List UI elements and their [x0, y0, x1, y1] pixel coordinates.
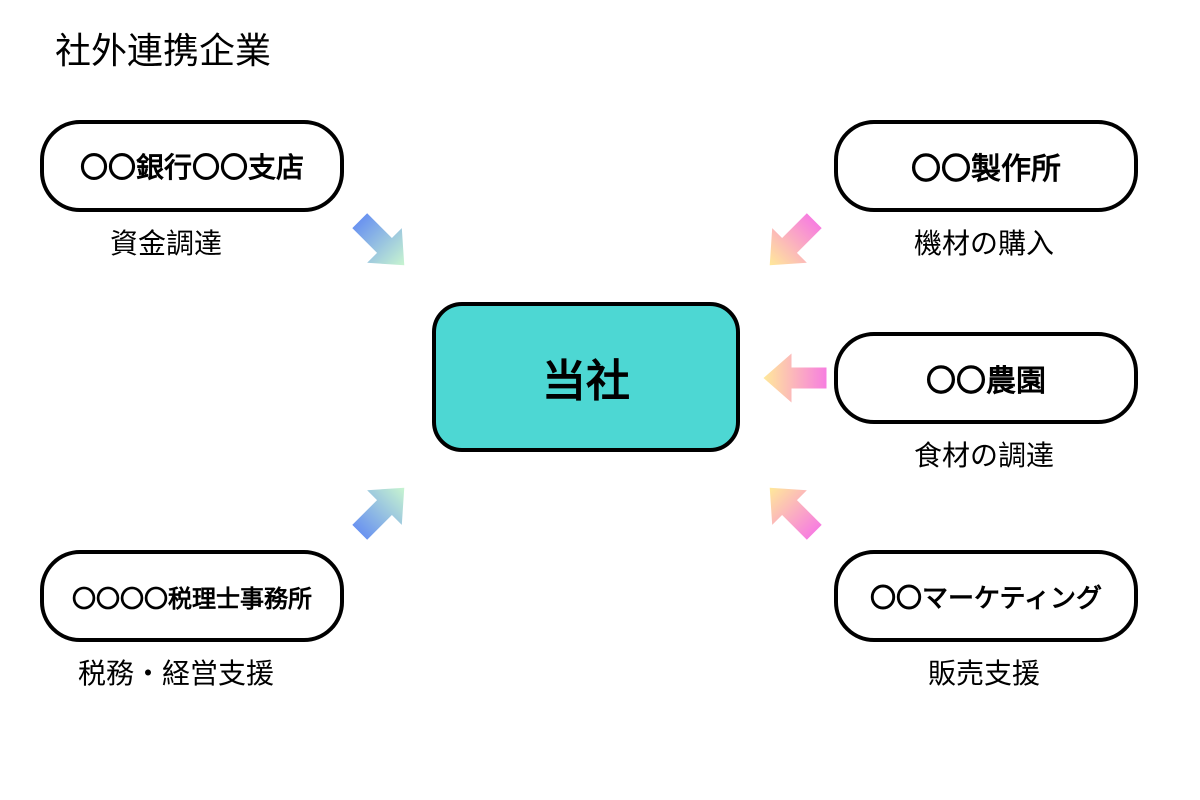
arrow-tax — [333, 461, 432, 560]
partner-farm-label: 〇〇農園 — [926, 356, 1046, 400]
partner-tax-caption: 税務・経営支援 — [78, 652, 274, 692]
partner-factory: 〇〇製作所 — [834, 120, 1138, 212]
diagram-title: 社外連携企業 — [55, 22, 271, 74]
partner-marketing-label: 〇〇マーケティング — [870, 578, 1102, 615]
partner-farm: 〇〇農園 — [834, 332, 1138, 424]
partner-factory-label: 〇〇製作所 — [911, 144, 1061, 188]
center-node: 当社 — [432, 302, 740, 452]
partner-marketing-caption: 販売支援 — [928, 652, 1040, 692]
arrow-factory — [743, 194, 842, 293]
arrow-marketing — [743, 461, 842, 560]
partner-bank-caption: 資金調達 — [110, 222, 222, 262]
partner-bank-label: 〇〇銀行〇〇支店 — [80, 146, 304, 186]
partner-tax-label: 〇〇〇〇税理士事務所 — [72, 579, 312, 614]
partner-bank: 〇〇銀行〇〇支店 — [40, 120, 344, 212]
partner-tax: 〇〇〇〇税理士事務所 — [40, 550, 344, 642]
arrow-bank — [333, 194, 432, 293]
arrow-farm — [760, 343, 830, 413]
partner-factory-caption: 機材の購入 — [914, 222, 1054, 262]
partner-marketing: 〇〇マーケティング — [834, 550, 1138, 642]
partner-farm-caption: 食材の調達 — [914, 434, 1054, 474]
center-node-label: 当社 — [542, 345, 630, 409]
